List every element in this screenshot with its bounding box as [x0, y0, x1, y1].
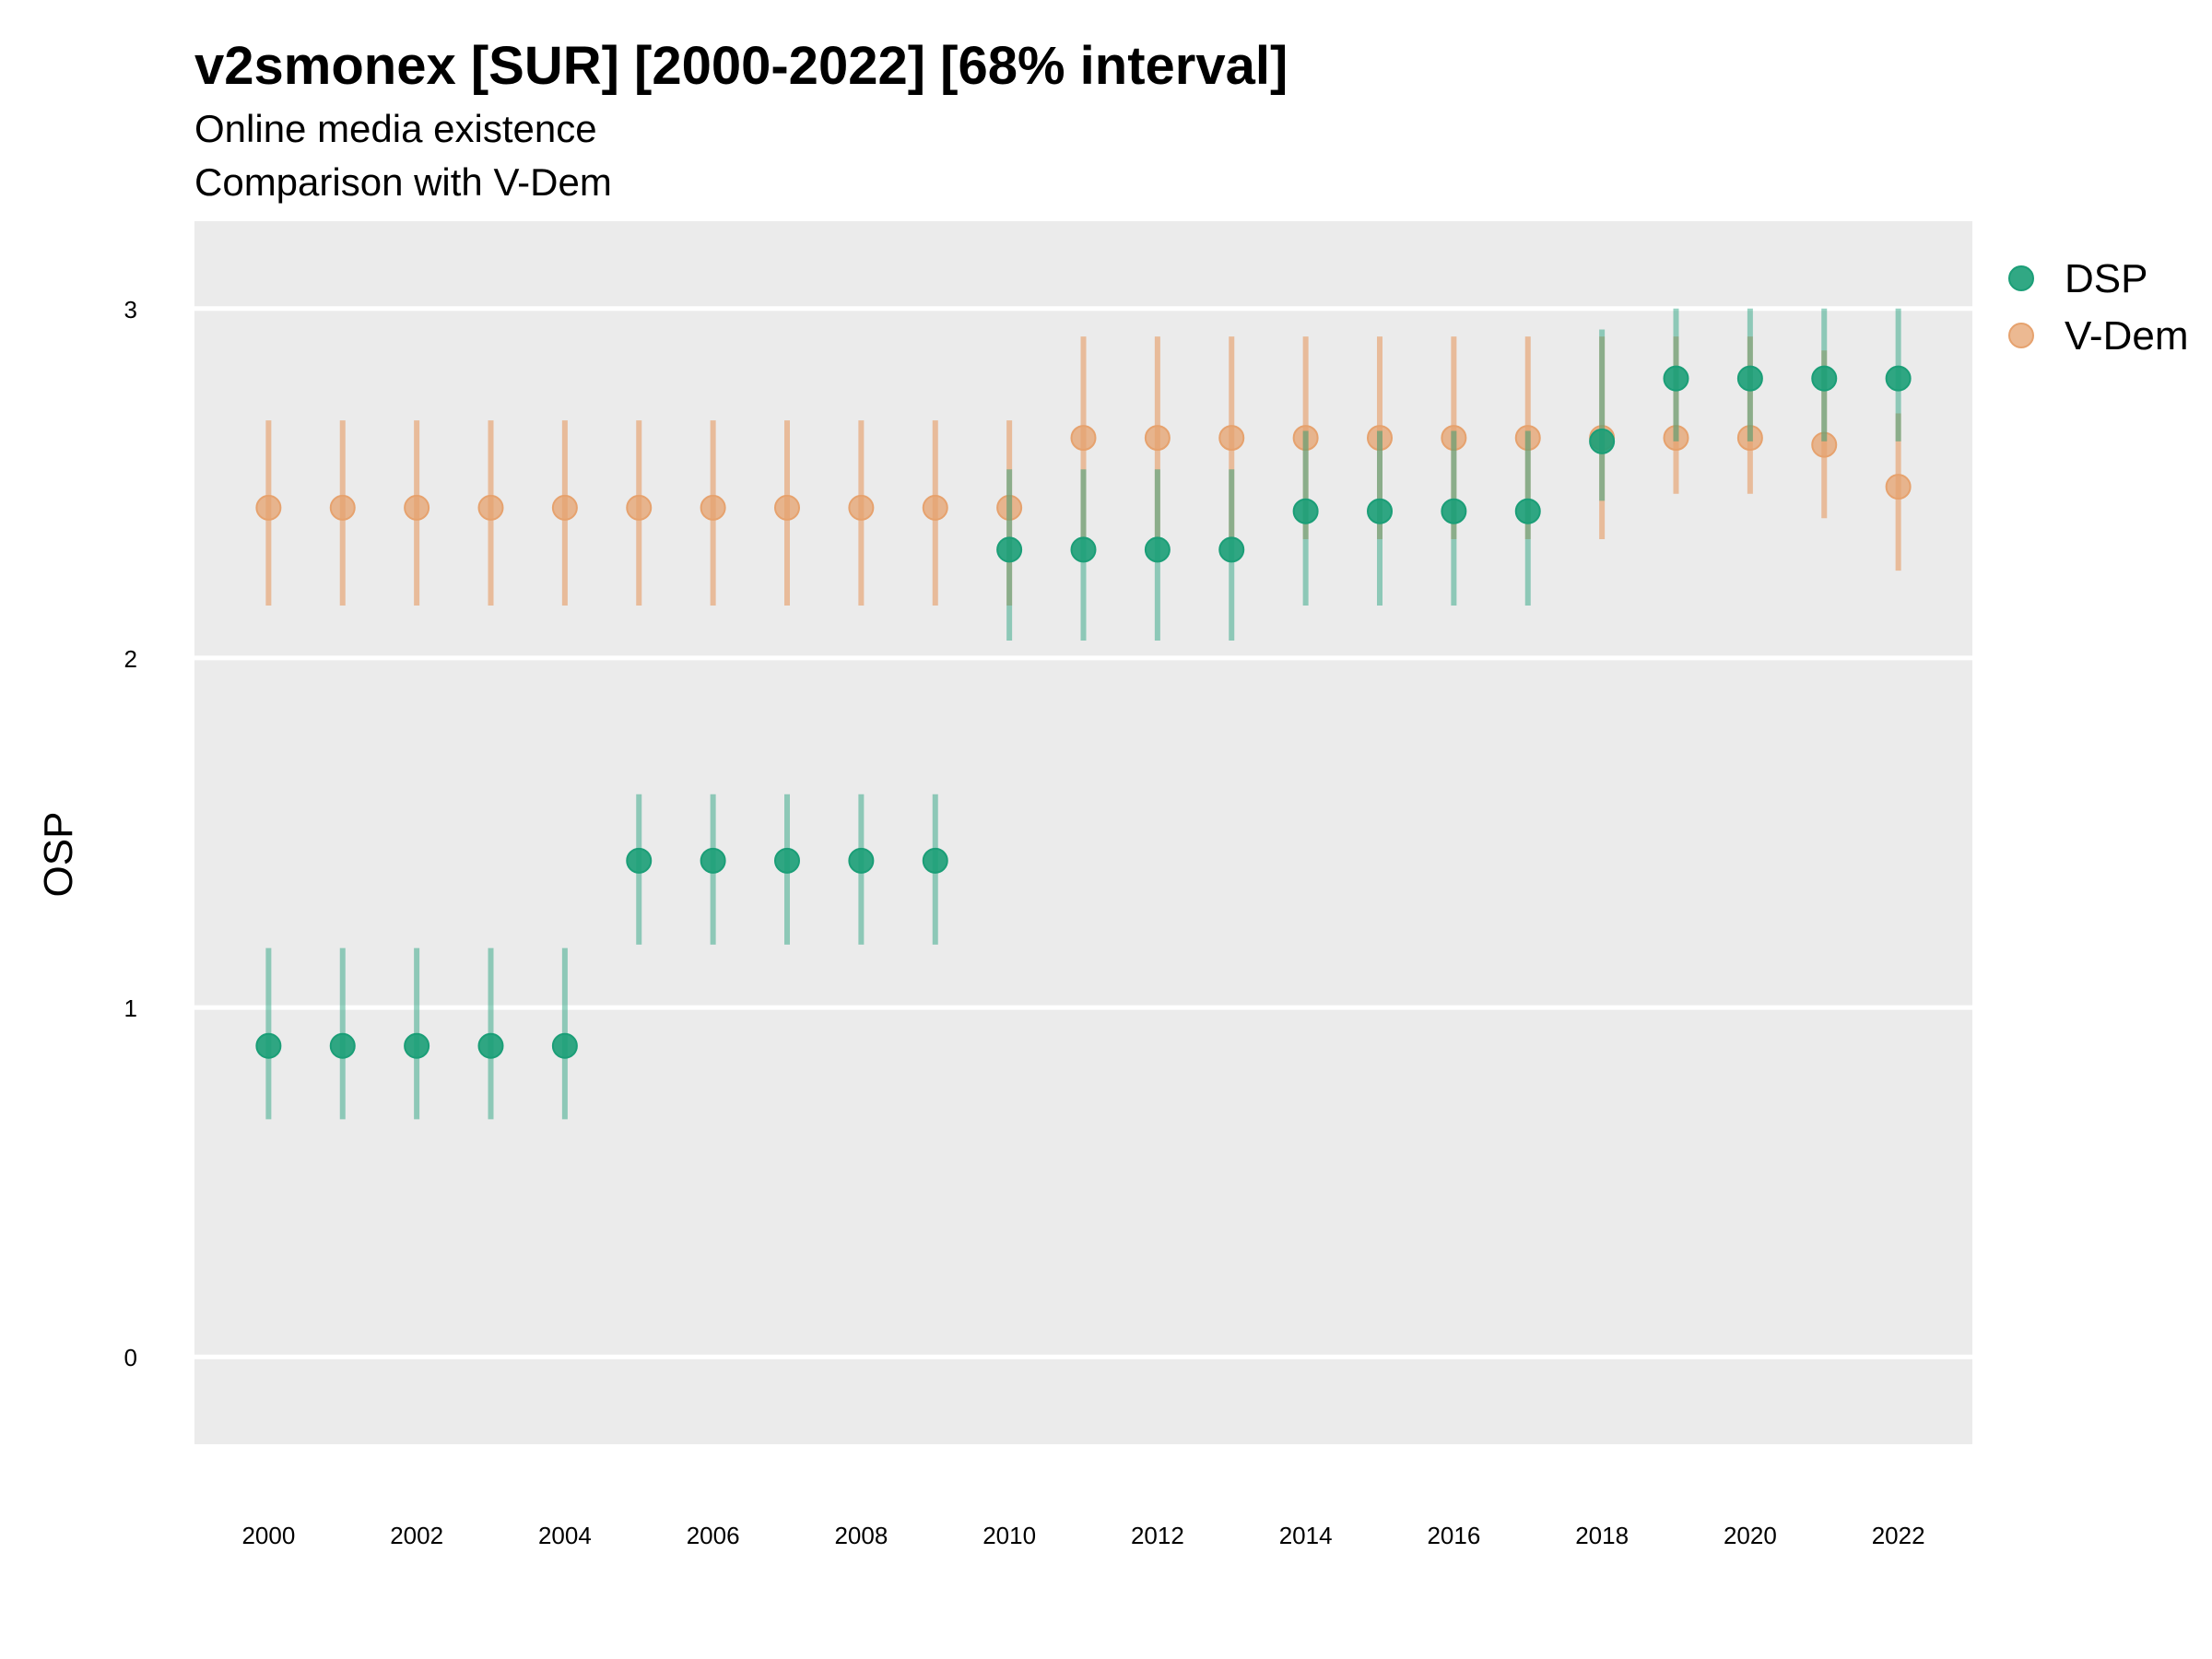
point-v-dem-2015 — [1367, 425, 1393, 452]
x-tick-label-2002: 2002 — [390, 1522, 443, 1549]
point-dsp-2011 — [1070, 536, 1097, 563]
chart-caption: Comparison with V-Dem — [194, 160, 612, 204]
point-v-dem-2012 — [1144, 425, 1171, 452]
x-tick-label-2004: 2004 — [538, 1522, 592, 1549]
point-v-dem-2017 — [1514, 425, 1541, 452]
point-v-dem-2016 — [1441, 425, 1467, 452]
x-tick-label-2014: 2014 — [1279, 1522, 1333, 1549]
x-tick-label-2016: 2016 — [1427, 1522, 1480, 1549]
y-tick-labels: 0 1 2 3 — [124, 296, 137, 1371]
point-v-dem-2008 — [848, 494, 875, 521]
point-dsp-2001 — [329, 1032, 356, 1059]
point-dsp-2009 — [922, 847, 948, 874]
point-dsp-2019 — [1663, 365, 1689, 392]
point-dsp-2008 — [848, 847, 875, 874]
point-v-dem-2021 — [1811, 431, 1838, 458]
chart-subtitle: Online media existence — [194, 107, 597, 150]
x-tick-label-2012: 2012 — [1131, 1522, 1184, 1549]
point-dsp-2013 — [1218, 536, 1245, 563]
y-tick-label-2: 2 — [124, 645, 137, 673]
point-v-dem-2013 — [1218, 425, 1245, 452]
y-tick-label-3: 3 — [124, 296, 137, 324]
point-dsp-2017 — [1514, 498, 1541, 524]
point-v-dem-2004 — [551, 494, 578, 521]
point-dsp-2002 — [404, 1032, 430, 1059]
point-v-dem-2020 — [1736, 425, 1763, 452]
point-dsp-2016 — [1441, 498, 1467, 524]
legend-label-dsp: DSP — [2065, 256, 2147, 301]
point-dsp-2006 — [700, 847, 726, 874]
x-tick-label-2008: 2008 — [834, 1522, 888, 1549]
y-tick-label-0: 0 — [124, 1344, 137, 1371]
x-tick-label-2018: 2018 — [1575, 1522, 1629, 1549]
chart-title: v2smonex [SUR] [2000-2022] [68% interval… — [194, 36, 1288, 96]
x-tick-labels: 2000 2002 2004 2006 2008 2010 2012 2014 2016 2018… — [241, 1522, 1924, 1549]
point-v-dem-2014 — [1292, 425, 1319, 452]
point-dsp-2005 — [626, 847, 653, 874]
x-tick-label-2022: 2022 — [1872, 1522, 1925, 1549]
point-dsp-2020 — [1736, 365, 1763, 392]
y-tick-label-1: 1 — [124, 994, 137, 1022]
point-dsp-2021 — [1811, 365, 1838, 392]
point-dsp-2000 — [255, 1032, 282, 1059]
point-v-dem-2002 — [404, 494, 430, 521]
legend: DSP V-Dem — [2008, 256, 2188, 359]
point-dsp-2018 — [1589, 428, 1616, 454]
legend-key-v-dem — [2008, 323, 2034, 348]
point-v-dem-2003 — [477, 494, 504, 521]
x-tick-label-2006: 2006 — [687, 1522, 740, 1549]
point-v-dem-2001 — [329, 494, 356, 521]
point-v-dem-2019 — [1663, 425, 1689, 452]
point-dsp-2015 — [1367, 498, 1393, 524]
legend-key-dsp — [2008, 265, 2034, 291]
legend-label-v-dem: V-Dem — [2065, 313, 2188, 359]
point-dsp-2012 — [1144, 536, 1171, 563]
point-dsp-2007 — [774, 847, 800, 874]
y-axis-label: OSP — [36, 812, 81, 898]
point-dsp-2010 — [996, 536, 1023, 563]
point-v-dem-2000 — [255, 494, 282, 521]
point-v-dem-2006 — [700, 494, 726, 521]
point-dsp-2014 — [1292, 498, 1319, 524]
point-dsp-2003 — [477, 1032, 504, 1059]
point-v-dem-2011 — [1070, 425, 1097, 452]
grid-lines — [194, 306, 1972, 1359]
x-tick-label-2020: 2020 — [1724, 1522, 1777, 1549]
point-v-dem-2022 — [1885, 474, 1912, 500]
point-v-dem-2005 — [626, 494, 653, 521]
series-dsp — [255, 308, 1912, 1120]
point-v-dem-2010 — [996, 494, 1023, 521]
point-dsp-2022 — [1885, 365, 1912, 392]
point-dsp-2004 — [551, 1032, 578, 1059]
series-marks — [255, 308, 1912, 1120]
point-v-dem-2009 — [922, 494, 948, 521]
x-tick-label-2000: 2000 — [241, 1522, 295, 1549]
point-v-dem-2007 — [774, 494, 800, 521]
x-tick-label-2010: 2010 — [982, 1522, 1036, 1549]
